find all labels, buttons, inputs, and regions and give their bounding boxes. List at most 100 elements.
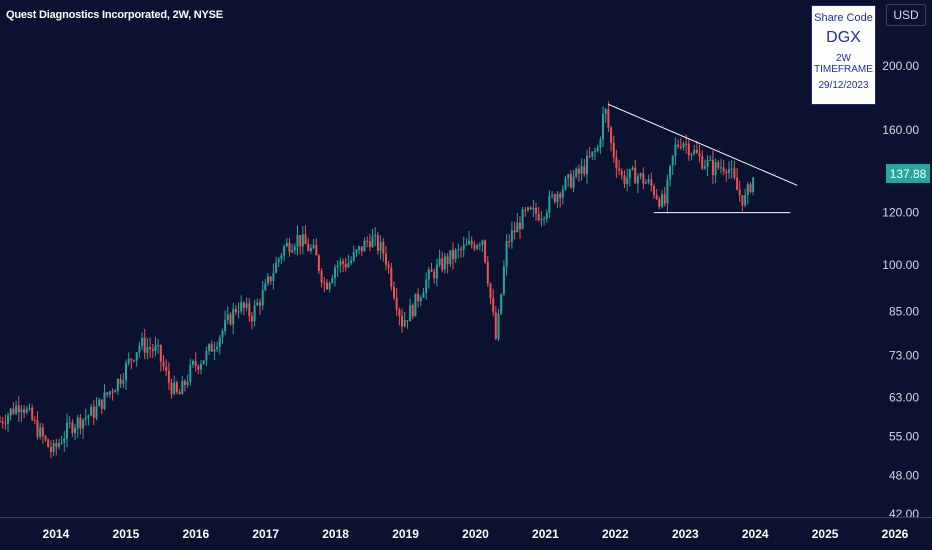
candle-body <box>462 244 465 250</box>
candle-body <box>355 250 358 253</box>
candle-body <box>138 345 141 353</box>
share-code-label: Share Code <box>814 12 873 24</box>
candle-body <box>33 419 36 421</box>
candle-body <box>245 303 248 308</box>
candle-body <box>636 176 639 184</box>
candle-body <box>564 178 567 190</box>
candle-body <box>419 297 422 302</box>
candle-body <box>216 347 219 350</box>
time-axis-label: 2020 <box>462 527 489 541</box>
candle-body <box>90 406 93 416</box>
candle-body <box>0 421 1 423</box>
candle-body <box>1 421 4 424</box>
time-axis-label: 2016 <box>182 527 209 541</box>
candle-body <box>454 249 457 260</box>
candle-body <box>178 392 181 395</box>
candle-body <box>615 157 618 169</box>
candle-body <box>183 380 186 385</box>
candle-body <box>714 162 717 176</box>
candle-body <box>371 236 374 247</box>
share-info-box: Share Code DGX 2W TIMEFRAME 29/12/2023 <box>811 5 876 105</box>
candle-body <box>393 286 395 298</box>
candle-body <box>224 320 227 332</box>
candle-body <box>291 250 294 253</box>
candle-body <box>634 167 637 184</box>
candle-body <box>376 234 379 251</box>
candle-body <box>382 242 385 254</box>
candle-body <box>339 261 342 266</box>
time-axis-label: 2021 <box>532 527 559 541</box>
candle-body <box>556 193 559 203</box>
candle-body <box>441 258 444 270</box>
candle-body <box>317 255 320 271</box>
trendlines <box>608 103 798 214</box>
candle-body <box>591 151 594 157</box>
candle-body <box>234 308 237 312</box>
candle-body <box>7 415 9 424</box>
candle-body <box>197 365 200 370</box>
candle-body <box>55 443 58 447</box>
candle-body <box>76 417 79 429</box>
candle-body <box>535 207 537 214</box>
candle-body <box>250 316 253 322</box>
candle-body <box>580 166 583 174</box>
candle-body <box>736 177 739 190</box>
candle-body <box>60 443 63 445</box>
candle-body <box>154 345 157 351</box>
candle-body <box>127 358 130 364</box>
candle-body <box>470 240 473 245</box>
price-axis-label: 48.00 <box>889 469 919 483</box>
candle-body <box>261 290 264 306</box>
candle-body <box>620 170 623 176</box>
price-axis-label: 63.00 <box>889 391 919 405</box>
candle-body <box>449 250 452 265</box>
candle-body <box>159 345 162 362</box>
candle-body <box>653 185 655 196</box>
candle-body <box>409 305 412 322</box>
candle-body <box>103 392 106 409</box>
currency-button[interactable]: USD <box>886 4 926 26</box>
candle-body <box>446 256 449 264</box>
candle-body <box>521 209 524 229</box>
candle-body <box>484 240 487 262</box>
candle-body <box>639 173 642 177</box>
candle-body <box>360 246 363 252</box>
candle-body <box>133 360 135 362</box>
candle-body <box>167 371 170 383</box>
candle-body <box>663 194 666 204</box>
candle-body <box>572 176 575 188</box>
candle-body <box>173 382 176 394</box>
candle-body <box>452 250 454 260</box>
time-axis-label: 2019 <box>392 527 419 541</box>
candle-body <box>165 366 168 371</box>
candle-body <box>100 399 103 409</box>
candle-body <box>106 392 109 395</box>
candle-body <box>545 212 548 219</box>
candle-body <box>122 380 125 384</box>
candle-body <box>701 156 704 169</box>
candle-body <box>749 184 752 192</box>
candle-body <box>687 143 690 156</box>
candle-body <box>685 143 688 145</box>
candlestick-series <box>0 101 755 459</box>
candle-body <box>602 114 604 140</box>
candle-body <box>596 147 599 151</box>
candle-body <box>658 198 661 207</box>
candle-body <box>746 184 749 196</box>
candle-body <box>277 258 280 263</box>
candle-body <box>253 305 256 322</box>
candle-body <box>275 262 278 273</box>
candle-body <box>49 447 52 452</box>
candle-body <box>604 109 607 115</box>
candle-body <box>623 175 626 184</box>
price-axis-label: 200.00 <box>882 59 919 73</box>
candle-body <box>433 271 436 279</box>
candle-body <box>711 159 714 176</box>
candle-body <box>540 219 543 221</box>
candle-body <box>430 269 433 272</box>
candle-body <box>149 347 152 349</box>
candle-body <box>288 242 291 253</box>
candle-body <box>567 174 570 179</box>
candle-body <box>465 244 468 246</box>
